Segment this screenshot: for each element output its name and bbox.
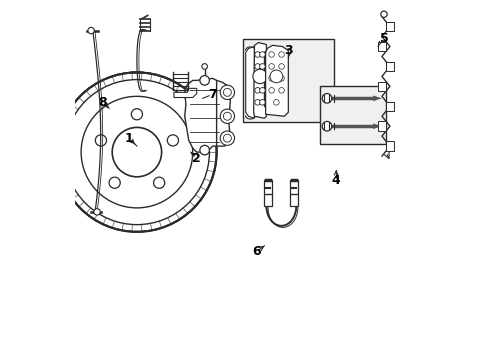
Circle shape [220,131,234,145]
Circle shape [254,52,260,57]
Circle shape [57,72,216,232]
Circle shape [259,87,264,93]
Circle shape [95,135,106,146]
Bar [242,39,333,122]
Bar [385,62,393,71]
Circle shape [223,88,231,96]
Circle shape [254,76,260,81]
Circle shape [223,134,231,142]
Circle shape [223,112,231,120]
Text: 1: 1 [124,132,133,145]
Text: 2: 2 [192,152,201,165]
Text: 3: 3 [284,44,292,57]
Bar [290,180,298,206]
Bar [320,86,385,144]
Circle shape [278,64,284,69]
Circle shape [322,121,331,131]
Circle shape [220,109,234,123]
Circle shape [131,109,142,120]
Bar [385,102,393,111]
Circle shape [200,145,209,155]
Bar [264,180,272,206]
Circle shape [259,52,264,57]
Circle shape [88,27,94,34]
Circle shape [273,99,279,105]
Polygon shape [216,80,230,146]
Bar [377,121,385,131]
Text: 5: 5 [379,32,387,45]
Circle shape [278,87,284,93]
Circle shape [220,85,234,99]
Circle shape [259,64,264,69]
Polygon shape [174,88,196,98]
Bar [377,42,385,51]
Circle shape [268,76,274,81]
Text: 6: 6 [252,245,260,258]
Polygon shape [253,42,266,118]
Polygon shape [184,78,222,152]
Circle shape [252,69,266,84]
Circle shape [269,70,282,83]
Text: 8: 8 [99,96,107,109]
Polygon shape [372,95,381,101]
Circle shape [259,99,264,105]
Circle shape [254,99,260,105]
Bar [377,82,385,91]
Text: 7: 7 [208,88,217,101]
Circle shape [200,76,209,85]
Circle shape [259,76,264,81]
Circle shape [268,64,274,69]
Polygon shape [245,46,254,118]
Circle shape [268,52,274,57]
Circle shape [94,209,100,215]
Circle shape [167,135,178,146]
Circle shape [268,87,274,93]
Circle shape [153,177,164,188]
Circle shape [109,177,120,188]
Circle shape [322,94,331,103]
Bar [385,141,393,151]
Circle shape [112,127,162,177]
Circle shape [254,87,260,93]
Circle shape [81,96,192,208]
Circle shape [202,64,207,69]
Polygon shape [265,45,288,116]
Circle shape [254,64,260,69]
Circle shape [380,11,386,17]
Polygon shape [372,123,381,129]
Circle shape [278,76,284,81]
Circle shape [278,52,284,57]
Bar [385,22,393,31]
Text: 4: 4 [331,174,340,186]
